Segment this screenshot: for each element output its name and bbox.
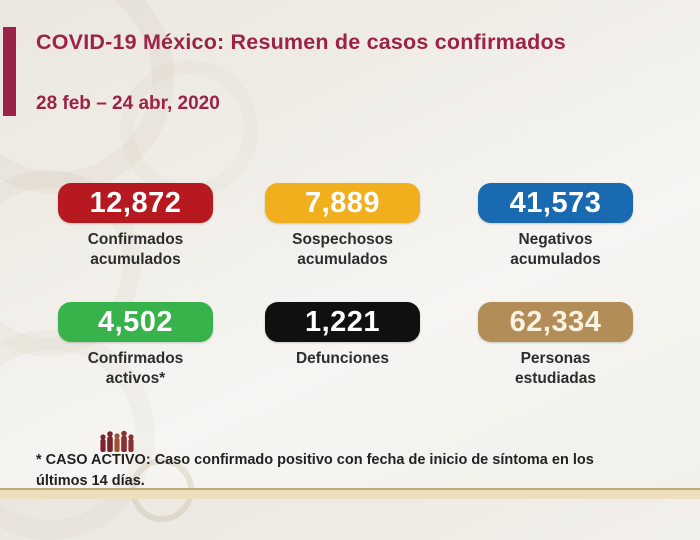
stat-personas-estudiadas: 62,334 Personas estudiadas [478,302,633,389]
stat-value-pill: 41,573 [478,183,633,223]
stat-label: Confirmados activos* [87,350,184,387]
footnote-caso-activo: * CASO ACTIVO: Caso confirmado positivo … [36,452,594,490]
stat-defunciones: 1,221 Defunciones [265,302,420,369]
maroon-accent-bar [3,27,16,116]
stat-value-pill: 12,872 [58,183,213,223]
stat-confirmados-activos: 4,502 Confirmados activos* [58,302,213,389]
stat-label: Personas estudiadas [515,350,596,387]
watermark-swirl [120,60,258,198]
bottom-border-band [0,488,700,499]
stat-value-pill: 1,221 [265,302,420,342]
stat-label: Confirmados acumulados [87,231,184,268]
stat-confirmados-acumulados: 12,872 Confirmados acumulados [58,183,213,270]
stat-label: Negativos acumulados [510,231,601,268]
stat-label: Defunciones [295,350,389,367]
page-title: COVID-19 México: Resumen de casos confir… [36,30,566,54]
stat-value-pill: 7,889 [265,183,420,223]
stat-value-pill: 4,502 [58,302,213,342]
stat-label: Sospechosos acumulados [292,231,393,268]
heroes-emblem-icon [100,430,134,452]
stat-value-pill: 62,334 [478,302,633,342]
date-range: 28 feb – 24 abr, 2020 [36,93,220,114]
stat-negativos-acumulados: 41,573 Negativos acumulados [478,183,633,270]
stat-sospechosos-acumulados: 7,889 Sospechosos acumulados [265,183,420,270]
